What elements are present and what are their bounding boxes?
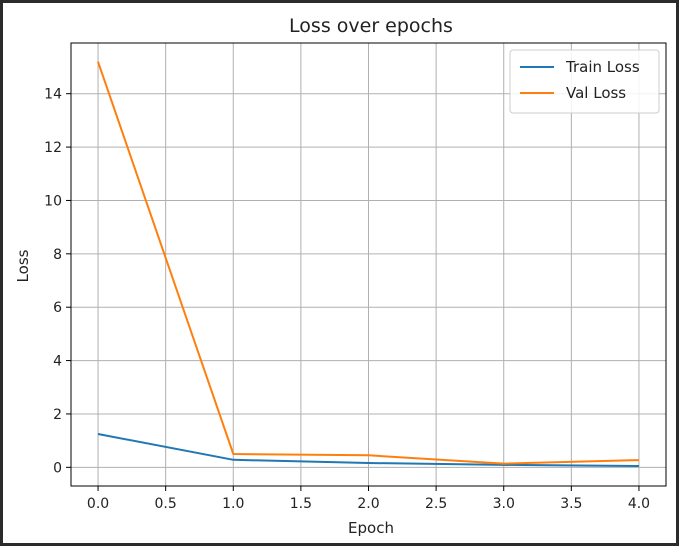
x-axis-label: Epoch [348,519,394,537]
line-chart: Loss over epochs Epoch Loss 0.0 0.5 1.0 1.5… [14,15,667,537]
y-tick-label-6: 12 [44,140,62,156]
x-tick-label-0: 0.0 [87,496,109,512]
legend-label-1: Val Loss [566,84,626,102]
x-tick-label-7: 3.5 [560,496,582,512]
y-tick-label-0: 0 [53,460,62,476]
legend-box [509,49,660,114]
y-tick-label-1: 2 [53,407,62,423]
y-axis-label: Loss [14,249,32,282]
x-tick-label-8: 4.0 [628,496,650,512]
chart-title: Loss over epochs [289,15,453,37]
x-tick-label-2: 1.0 [222,496,244,512]
series-line-0 [97,433,640,467]
x-tick-label-6: 3.0 [493,496,515,512]
x-tick-label-5: 2.5 [425,496,447,512]
y-tick-label-2: 4 [53,354,62,370]
x-tick-label-1: 0.5 [155,496,177,512]
y-tick-label-3: 6 [53,300,62,316]
y-tick-label-7: 14 [44,87,62,103]
series-line-1 [97,61,640,465]
x-tick-label-3: 1.5 [290,496,312,512]
legend-label-0: Train Loss [565,58,640,76]
figure: Loss over epochs Epoch Loss 0.0 0.5 1.0 1.5… [3,3,676,543]
x-tick-label-4: 2.0 [357,496,379,512]
y-tick-label-5: 10 [44,193,62,209]
y-tick-label-4: 8 [53,247,62,263]
